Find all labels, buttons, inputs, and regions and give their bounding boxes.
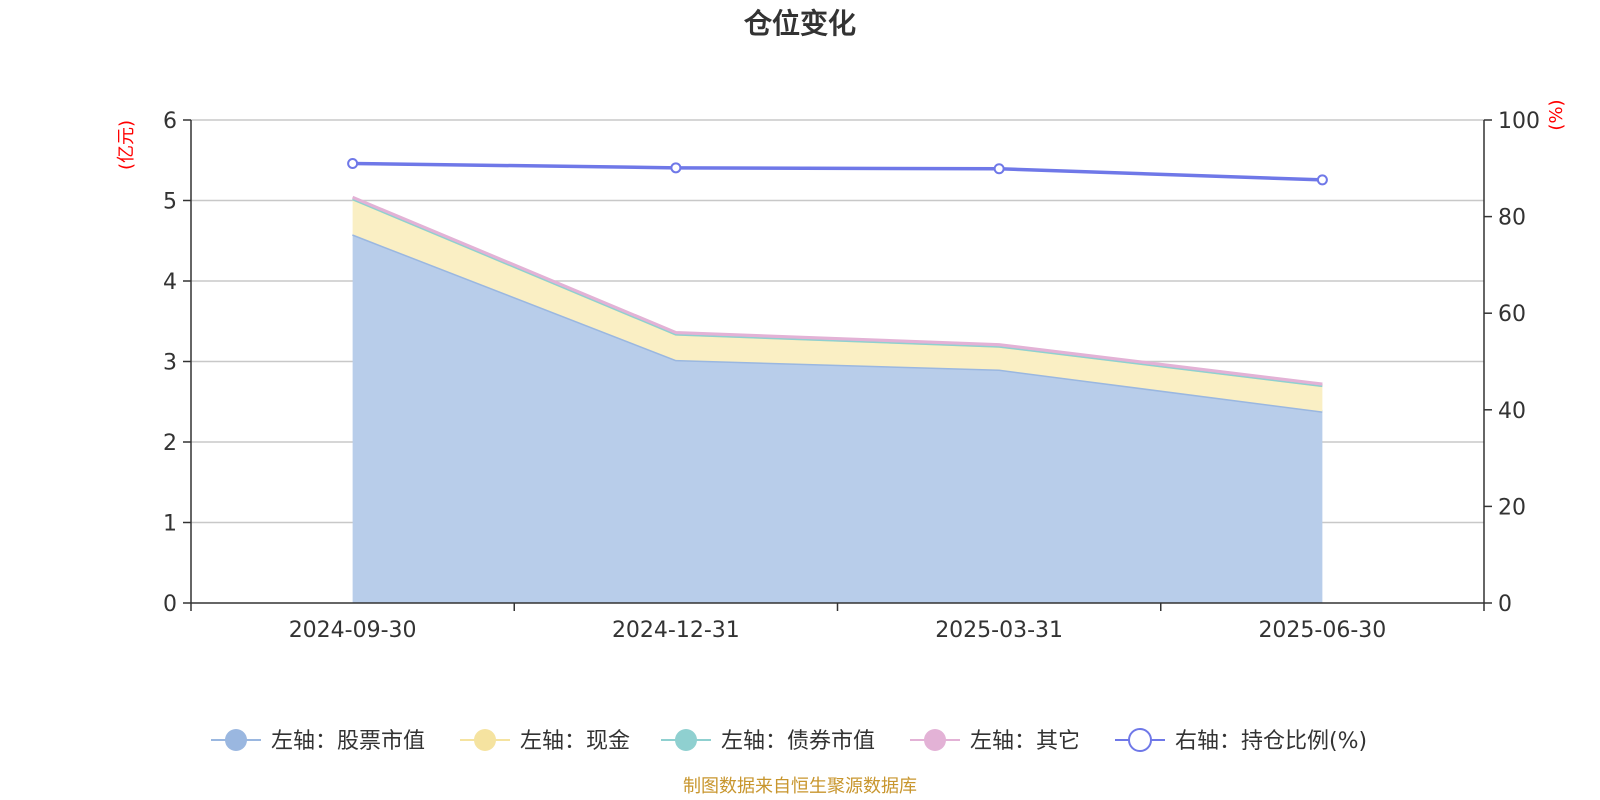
ratio-point [347,157,359,169]
legend-item[interactable]: 左轴：其它 [910,729,1080,754]
chart-title: 仓位变化 [744,7,856,40]
left-axis-tick-label: 6 [163,109,177,134]
legend-label: 左轴：股票市值 [271,729,425,754]
ratio-point [993,163,1005,175]
right-axis-tick-label: 20 [1498,495,1526,520]
x-axis-tick-label: 2024-09-30 [289,618,417,643]
left-axis-unit: (亿元) [116,120,137,170]
left-axis-tick-label: 5 [163,190,177,215]
legend-item[interactable]: 左轴：现金 [460,729,630,754]
legend-marker [924,729,946,751]
source-note: 制图数据来自恒生聚源数据库 [683,776,917,797]
ratio-point [670,162,682,174]
right-axis-tick-label: 0 [1498,592,1512,617]
ratio-line [352,161,1323,182]
right-axis-tick-label: 80 [1498,206,1526,231]
left-axis-tick-label: 2 [163,431,177,456]
legend-marker [474,729,496,751]
x-axis-tick-label: 2025-06-30 [1258,618,1386,643]
legend-label: 左轴：债券市值 [721,729,875,754]
area-fill [352,198,1323,412]
legend[interactable]: 左轴：股票市值 左轴：现金 左轴：债券市值 左轴：其它 右轴：持仓比例(%) [211,728,1367,754]
right-axis-tick-label: 60 [1498,302,1526,327]
legend-label: 左轴：其它 [970,729,1080,754]
ratio-point [1316,174,1328,186]
area-fill [352,234,1323,603]
right-axis-tick-label: 40 [1498,399,1526,424]
legend-marker [1128,728,1152,752]
legend-label: 左轴：现金 [520,729,630,754]
legend-marker [225,729,247,751]
x-axis-tick-label: 2024-12-31 [612,618,740,643]
area-series [352,195,1323,603]
legend-marker [675,729,697,751]
ratio-line-series [347,157,1328,186]
legend-item[interactable]: 左轴：债券市值 [661,729,875,754]
x-axis-tick-label: 2025-03-31 [935,618,1063,643]
left-axis-tick-label: 3 [163,351,177,376]
right-axis-unit: (%) [1546,99,1567,130]
area-top-line [352,195,1323,386]
left-axis-tick-label: 0 [163,592,177,617]
right-axis-tick-label: 100 [1498,109,1540,134]
left-axis-tick-label: 4 [163,270,177,295]
legend-item[interactable]: 右轴：持仓比例(%) [1115,728,1367,754]
legend-item[interactable]: 左轴：股票市值 [211,729,425,754]
legend-label: 右轴：持仓比例(%) [1175,729,1367,754]
left-axis-tick-label: 1 [163,512,177,537]
